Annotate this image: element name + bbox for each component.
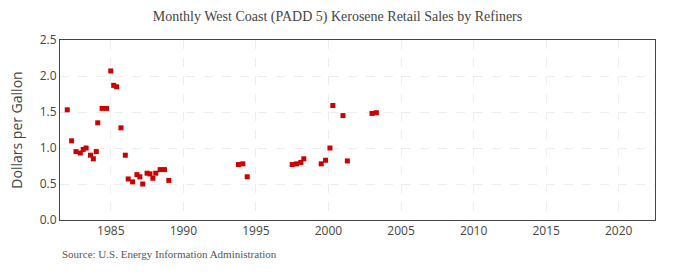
svg-text:1985: 1985 <box>97 222 125 239</box>
svg-text:2.5: 2.5 <box>40 31 57 48</box>
svg-text:1.0: 1.0 <box>40 139 57 156</box>
svg-text:1990: 1990 <box>170 222 198 239</box>
svg-text:2020: 2020 <box>605 222 633 239</box>
svg-text:1995: 1995 <box>242 222 270 239</box>
svg-text:Source: U.S. Energy Informatio: Source: U.S. Energy Information Administ… <box>62 248 277 260</box>
svg-text:2000: 2000 <box>315 222 343 239</box>
svg-text:2010: 2010 <box>460 222 488 239</box>
svg-text:2005: 2005 <box>387 222 415 239</box>
svg-text:0.0: 0.0 <box>40 211 57 228</box>
svg-text:2015: 2015 <box>532 222 560 239</box>
svg-text:Dollars per Gallon: Dollars per Gallon <box>7 71 26 188</box>
svg-text:0.5: 0.5 <box>40 175 57 192</box>
svg-text:1.5: 1.5 <box>40 103 57 120</box>
svg-text:Monthly West Coast (PADD 5) Ke: Monthly West Coast (PADD 5) Kerosene Ret… <box>153 9 522 25</box>
svg-text:2.0: 2.0 <box>40 67 57 84</box>
